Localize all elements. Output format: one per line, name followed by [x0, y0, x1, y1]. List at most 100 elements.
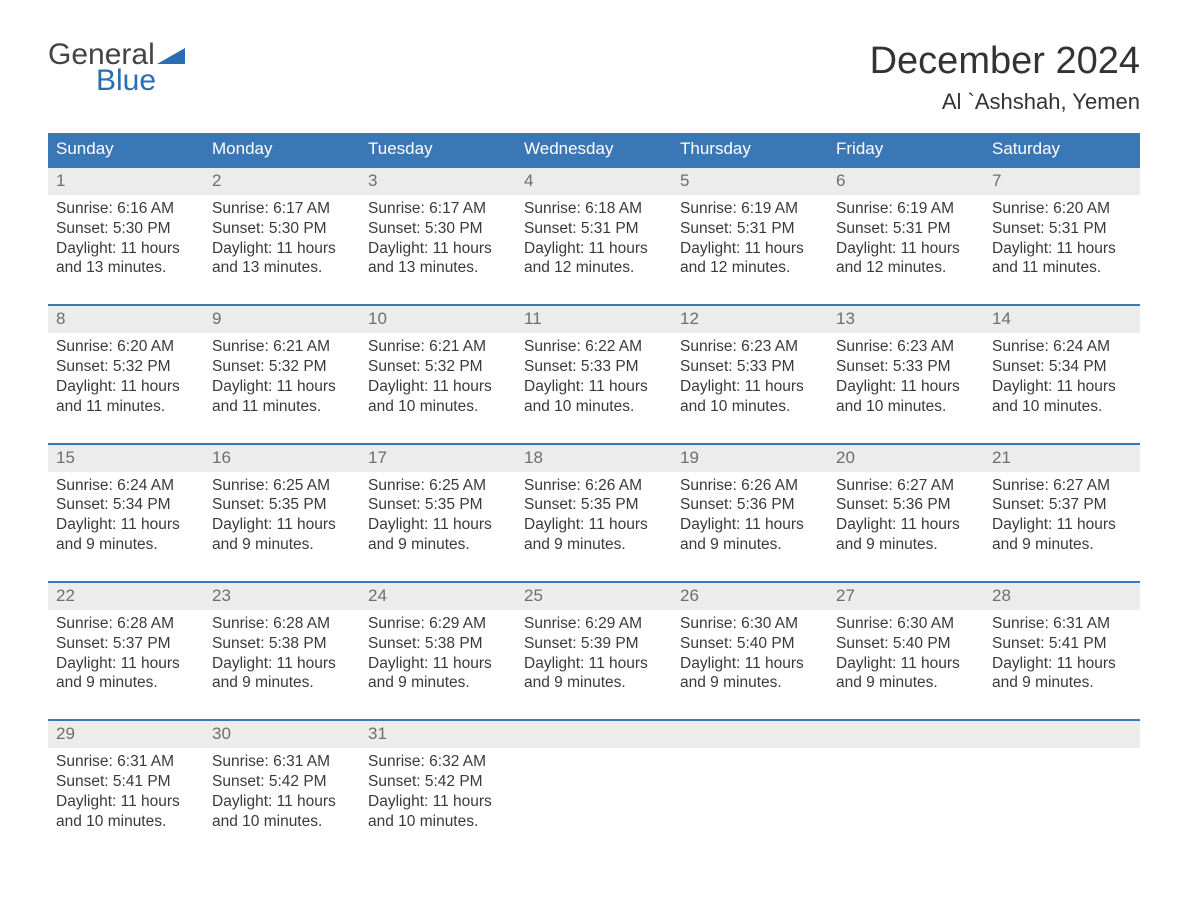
day-number: 23: [204, 583, 360, 610]
sunrise-line: Sunrise: 6:29 AM: [368, 614, 508, 634]
day-cell: [672, 748, 828, 843]
calendar-week: 891011121314Sunrise: 6:20 AMSunset: 5:32…: [48, 304, 1140, 428]
daynum-row: 1234567: [48, 168, 1140, 195]
day-cell: Sunrise: 6:29 AMSunset: 5:38 PMDaylight:…: [360, 610, 516, 705]
day-cell: Sunrise: 6:21 AMSunset: 5:32 PMDaylight:…: [204, 333, 360, 428]
sunrise-line: Sunrise: 6:30 AM: [680, 614, 820, 634]
day-number: 31: [360, 721, 516, 748]
day-cell: [828, 748, 984, 843]
daylight-line: Daylight: 11 hours and 9 minutes.: [212, 654, 352, 694]
daylight-line: Daylight: 11 hours and 10 minutes.: [56, 792, 196, 832]
logo-text-blue: Blue: [96, 66, 185, 96]
day-number: 30: [204, 721, 360, 748]
day-number: 7: [984, 168, 1140, 195]
sunset-line: Sunset: 5:38 PM: [212, 634, 352, 654]
daynum-row: 22232425262728: [48, 583, 1140, 610]
month-title: December 2024: [870, 40, 1140, 83]
daylight-line: Daylight: 11 hours and 12 minutes.: [680, 239, 820, 279]
day-number: 24: [360, 583, 516, 610]
day-cell: Sunrise: 6:24 AMSunset: 5:34 PMDaylight:…: [984, 333, 1140, 428]
weekday-header: Tuesday: [360, 133, 516, 166]
sunset-line: Sunset: 5:40 PM: [836, 634, 976, 654]
day-number: 21: [984, 445, 1140, 472]
sunrise-line: Sunrise: 6:19 AM: [836, 199, 976, 219]
calendar-week: 1234567Sunrise: 6:16 AMSunset: 5:30 PMDa…: [48, 166, 1140, 290]
day-cell: Sunrise: 6:31 AMSunset: 5:42 PMDaylight:…: [204, 748, 360, 843]
sunset-line: Sunset: 5:31 PM: [680, 219, 820, 239]
sunrise-line: Sunrise: 6:27 AM: [836, 476, 976, 496]
daylight-line: Daylight: 11 hours and 9 minutes.: [368, 654, 508, 694]
day-cell: Sunrise: 6:32 AMSunset: 5:42 PMDaylight:…: [360, 748, 516, 843]
sunrise-line: Sunrise: 6:17 AM: [368, 199, 508, 219]
day-number: 28: [984, 583, 1140, 610]
day-cell: Sunrise: 6:17 AMSunset: 5:30 PMDaylight:…: [360, 195, 516, 290]
sunset-line: Sunset: 5:35 PM: [368, 495, 508, 515]
day-number: 15: [48, 445, 204, 472]
sunrise-line: Sunrise: 6:22 AM: [524, 337, 664, 357]
day-number: 14: [984, 306, 1140, 333]
day-number: [984, 721, 1140, 748]
weekday-header: Monday: [204, 133, 360, 166]
day-number: 26: [672, 583, 828, 610]
sunset-line: Sunset: 5:37 PM: [992, 495, 1132, 515]
day-cell: Sunrise: 6:20 AMSunset: 5:31 PMDaylight:…: [984, 195, 1140, 290]
weekday-header: Wednesday: [516, 133, 672, 166]
day-cell: Sunrise: 6:28 AMSunset: 5:38 PMDaylight:…: [204, 610, 360, 705]
daynum-row: 891011121314: [48, 306, 1140, 333]
day-cell: Sunrise: 6:30 AMSunset: 5:40 PMDaylight:…: [672, 610, 828, 705]
sunset-line: Sunset: 5:30 PM: [212, 219, 352, 239]
day-number: 22: [48, 583, 204, 610]
day-cell: Sunrise: 6:26 AMSunset: 5:35 PMDaylight:…: [516, 472, 672, 567]
day-cell: [516, 748, 672, 843]
page-header: General Blue December 2024 Al `Ashshah, …: [48, 40, 1140, 115]
sunrise-line: Sunrise: 6:18 AM: [524, 199, 664, 219]
weekday-header-row: SundayMondayTuesdayWednesdayThursdayFrid…: [48, 133, 1140, 166]
sunset-line: Sunset: 5:42 PM: [368, 772, 508, 792]
day-cell: [984, 748, 1140, 843]
day-cell: Sunrise: 6:25 AMSunset: 5:35 PMDaylight:…: [204, 472, 360, 567]
sunset-line: Sunset: 5:31 PM: [992, 219, 1132, 239]
day-number: 8: [48, 306, 204, 333]
sunrise-line: Sunrise: 6:29 AM: [524, 614, 664, 634]
weekday-header: Thursday: [672, 133, 828, 166]
logo: General Blue: [48, 40, 185, 96]
day-cell: Sunrise: 6:28 AMSunset: 5:37 PMDaylight:…: [48, 610, 204, 705]
sunrise-line: Sunrise: 6:31 AM: [56, 752, 196, 772]
daylight-line: Daylight: 11 hours and 9 minutes.: [56, 515, 196, 555]
day-number: 3: [360, 168, 516, 195]
day-number: 11: [516, 306, 672, 333]
daylight-line: Daylight: 11 hours and 13 minutes.: [212, 239, 352, 279]
calendar-week: 293031 Sunrise: 6:31 AMSunset: 5:41 PMDa…: [48, 719, 1140, 843]
day-cell: Sunrise: 6:19 AMSunset: 5:31 PMDaylight:…: [672, 195, 828, 290]
day-cell: Sunrise: 6:27 AMSunset: 5:36 PMDaylight:…: [828, 472, 984, 567]
daylight-line: Daylight: 11 hours and 10 minutes.: [212, 792, 352, 832]
sunset-line: Sunset: 5:30 PM: [368, 219, 508, 239]
sunset-line: Sunset: 5:40 PM: [680, 634, 820, 654]
sunset-line: Sunset: 5:34 PM: [992, 357, 1132, 377]
sunrise-line: Sunrise: 6:32 AM: [368, 752, 508, 772]
daylight-line: Daylight: 11 hours and 10 minutes.: [524, 377, 664, 417]
day-cell: Sunrise: 6:31 AMSunset: 5:41 PMDaylight:…: [984, 610, 1140, 705]
sunset-line: Sunset: 5:35 PM: [212, 495, 352, 515]
sunset-line: Sunset: 5:32 PM: [368, 357, 508, 377]
daynum-row: 15161718192021: [48, 445, 1140, 472]
sunrise-line: Sunrise: 6:31 AM: [992, 614, 1132, 634]
daylight-line: Daylight: 11 hours and 11 minutes.: [212, 377, 352, 417]
sunrise-line: Sunrise: 6:19 AM: [680, 199, 820, 219]
daylight-line: Daylight: 11 hours and 10 minutes.: [992, 377, 1132, 417]
sunrise-line: Sunrise: 6:25 AM: [368, 476, 508, 496]
sunset-line: Sunset: 5:35 PM: [524, 495, 664, 515]
day-number: 16: [204, 445, 360, 472]
sunrise-line: Sunrise: 6:21 AM: [368, 337, 508, 357]
day-cell: Sunrise: 6:16 AMSunset: 5:30 PMDaylight:…: [48, 195, 204, 290]
sunset-line: Sunset: 5:33 PM: [524, 357, 664, 377]
daylight-line: Daylight: 11 hours and 9 minutes.: [524, 654, 664, 694]
sunset-line: Sunset: 5:36 PM: [680, 495, 820, 515]
day-number: 27: [828, 583, 984, 610]
day-cell: Sunrise: 6:24 AMSunset: 5:34 PMDaylight:…: [48, 472, 204, 567]
daylight-line: Daylight: 11 hours and 9 minutes.: [836, 515, 976, 555]
calendar-week: 22232425262728Sunrise: 6:28 AMSunset: 5:…: [48, 581, 1140, 705]
sunset-line: Sunset: 5:42 PM: [212, 772, 352, 792]
day-number: 17: [360, 445, 516, 472]
day-cell: Sunrise: 6:31 AMSunset: 5:41 PMDaylight:…: [48, 748, 204, 843]
